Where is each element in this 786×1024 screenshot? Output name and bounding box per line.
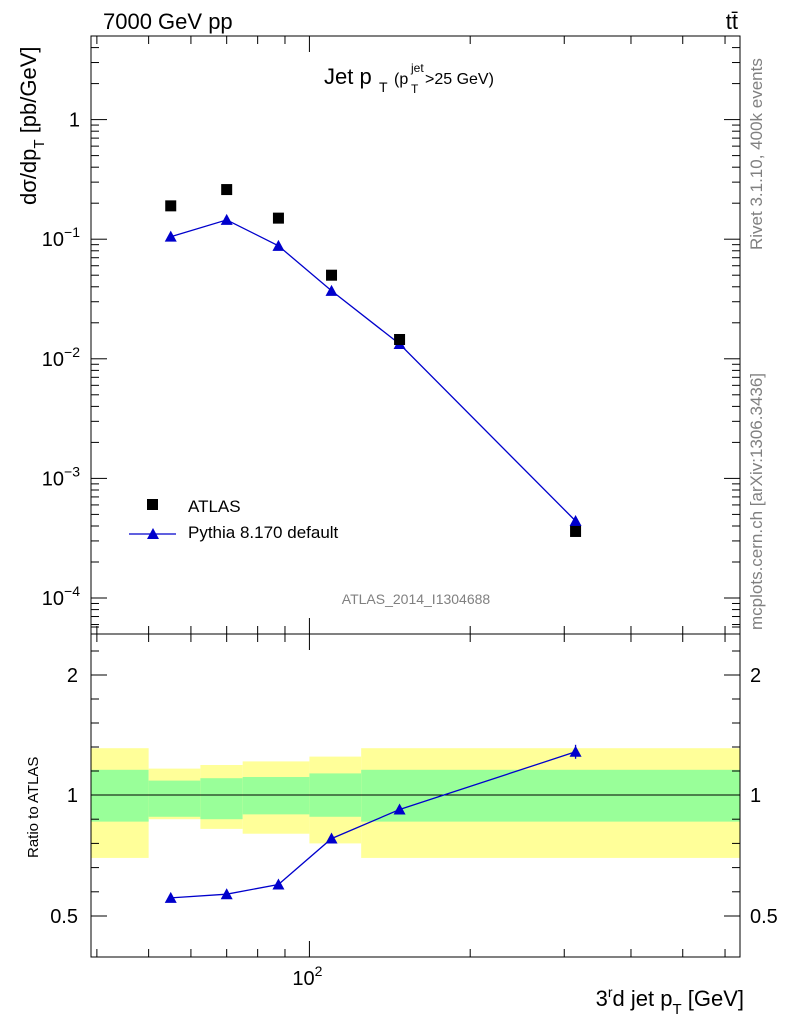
ratio-bands (91, 748, 740, 858)
ratio-inner-band (148, 780, 201, 817)
mc-series-line (170, 219, 577, 522)
main-ylabel-a: dσ/dp (16, 149, 41, 205)
ratio-point (220, 888, 233, 900)
mc-point (164, 230, 177, 242)
main-plot-ticks: 110−110−210−310−4 (42, 35, 740, 635)
ratio-inner-band (91, 769, 149, 822)
plot-title-cut-sub: T (411, 82, 419, 96)
data-point (221, 184, 233, 196)
legend: ATLAS Pythia 8.170 default (129, 497, 339, 542)
xlabel: 3rd jet pT [GeV] (596, 984, 744, 1018)
xlabel-sub: T (672, 1001, 681, 1018)
main-plot-marks (164, 184, 582, 537)
main-ylabel: dσ/dpT [pb/GeV] (16, 46, 48, 205)
ratio-inner-band (242, 777, 310, 815)
ratio-point (325, 832, 338, 844)
main-y-tick-label: 10−3 (42, 463, 80, 490)
ratio-marks (164, 744, 582, 903)
ratio-point (393, 803, 406, 815)
main-y-tick-label: 10−2 (42, 344, 80, 371)
ratio-ylabel: Ratio to ATLAS (25, 757, 42, 858)
xlabel-b: d jet p (613, 986, 673, 1011)
x-tick-exp: 2 (315, 963, 323, 979)
main-y-tick-label: 10−1 (42, 224, 80, 251)
main-y-tick-exp: −2 (64, 344, 80, 360)
main-y-tick-exp: −4 (64, 583, 80, 599)
rivet-label: Rivet 3.1.10, 400k events (747, 58, 766, 250)
plot-title-cut-rest: >25 GeV) (425, 71, 494, 88)
main-ylabel-b: [pb/GeV] (16, 46, 41, 139)
main-plot-frame (90, 35, 741, 635)
process-title: tt̄ (726, 9, 738, 34)
xlabel-a: 3 (596, 986, 608, 1011)
legend-data-marker (147, 499, 158, 510)
data-point (570, 525, 582, 537)
plot-title: Jet p T (p jet T >25 GeV) (324, 61, 494, 96)
energy-title: 7000 GeV pp (103, 9, 233, 34)
data-point (326, 269, 338, 281)
mcplots-label: mcplots.cern.ch [arXiv:1306.3436] (747, 373, 766, 630)
x-tick-label: 102 (292, 963, 322, 990)
ratio-point (272, 878, 285, 890)
ratio-y-tick-label-left: 1 (67, 785, 78, 807)
legend-mc-marker (147, 528, 159, 539)
ratio-y-tick-label-right: 2 (750, 665, 761, 687)
x-tick-base: 10 (292, 968, 314, 990)
ratio-y-tick-label-right: 1 (750, 785, 761, 807)
main-ylabel-text: dσ/dpT [pb/GeV] (16, 46, 48, 205)
xlabel-sup: r (608, 984, 613, 1000)
mc-point (272, 239, 285, 251)
legend-data-label: ATLAS (188, 497, 241, 516)
ratio-y-tick-label-left: 0.5 (50, 906, 78, 928)
ratio-series-line (170, 751, 576, 899)
main-y-tick-exp: −3 (64, 463, 80, 479)
main-y-tick-label: 10−4 (42, 583, 80, 610)
plot-title-main: Jet p (324, 64, 372, 89)
plot-title-cut: (p (394, 71, 408, 88)
xlabel-c: [GeV] (682, 986, 744, 1011)
mc-point (569, 515, 582, 527)
ratio-inner-band (361, 769, 740, 822)
ratio-y-tick-label-left: 2 (67, 665, 78, 687)
main-ylabel-sub: T (31, 139, 48, 148)
main-y-tick-base: 10 (42, 468, 64, 490)
ratio-y-tick-label-right: 0.5 (750, 906, 778, 928)
main-y-tick-base: 10 (42, 229, 64, 251)
main-plot-panel: 110−110−210−310−4 (42, 35, 741, 635)
data-point (272, 212, 284, 224)
main-y-tick-label: 1 (69, 110, 80, 132)
main-y-tick-base: 10 (42, 588, 64, 610)
legend-mc-label: Pythia 8.170 default (188, 523, 339, 542)
mc-point (220, 213, 233, 225)
ratio-point (164, 891, 177, 903)
main-y-tick-exp: −1 (64, 224, 80, 240)
data-point (394, 333, 406, 345)
plot-title-sub: T (379, 79, 388, 95)
plot-title-cut-sup: jet (410, 61, 424, 75)
mc-point (325, 284, 338, 296)
data-point (165, 200, 177, 212)
analysis-id: ATLAS_2014_I1304688 (342, 591, 491, 607)
main-y-tick-base: 10 (42, 349, 64, 371)
ratio-inner-band (200, 778, 243, 820)
